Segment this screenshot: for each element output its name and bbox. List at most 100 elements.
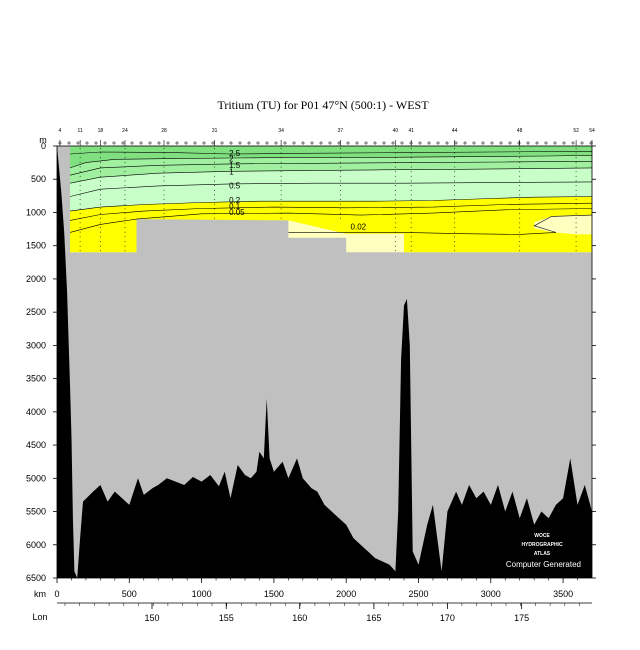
station-sample-dot: [394, 180, 396, 182]
station-sample-dot: [124, 180, 126, 182]
y-tick-label: 1000: [26, 207, 46, 217]
station-sample-dot: [79, 217, 81, 219]
station-sample-dot: [280, 199, 282, 200]
station-sample-dot: [410, 180, 412, 182]
station-sample-dot: [575, 217, 577, 219]
station-sample-dot: [410, 185, 412, 187]
station-sample-dot: [124, 171, 126, 173]
contour-line-0.05: [69, 208, 592, 233]
station-sample-dot: [280, 171, 282, 173]
station-sample-dot: [340, 208, 341, 210]
station-sample-dot: [124, 231, 126, 233]
station-sample-dot: [519, 227, 521, 228]
station-sample-dot: [99, 147, 101, 149]
x-tick-label: 0: [54, 589, 59, 599]
station-label: 41: [408, 128, 414, 134]
station-sample-dot: [394, 241, 396, 242]
station-sample-dot: [394, 208, 396, 210]
contour-label-0.02: 0.02: [351, 223, 367, 232]
station-sample-dot: [163, 152, 165, 154]
y-tick-label: 3000: [26, 340, 46, 350]
station-sample-dot: [394, 157, 396, 159]
station-sample-dot: [280, 180, 282, 182]
station-sample-dot: [340, 171, 341, 173]
station-sample-dot: [410, 217, 412, 219]
station-sample-dot: [454, 152, 456, 154]
station-sample-dot: [519, 208, 521, 210]
y-tick-label: 6500: [26, 573, 46, 583]
station-sample-dot: [519, 171, 521, 173]
station-sample-dot: [79, 245, 81, 247]
station-sample-dot: [163, 185, 165, 187]
station-sample-dot: [519, 250, 521, 252]
station-sample-dot: [340, 203, 341, 205]
station-sample-dot: [394, 203, 396, 205]
station-sample-dot: [454, 213, 456, 214]
station-sample-dot: [99, 185, 101, 187]
watermark-line: WOCE: [534, 533, 550, 539]
station-sample-dot: [519, 236, 521, 238]
station-sample-dot: [79, 208, 81, 210]
y-tick-label: 4000: [26, 407, 46, 417]
station-sample-dot: [99, 213, 101, 214]
station-sample-dot: [575, 161, 577, 163]
station-sample-dot: [519, 180, 521, 182]
station-sample-dot: [124, 245, 126, 247]
station-sample-dot: [454, 208, 456, 210]
station-sample-dot: [214, 152, 216, 154]
station-sample-dot: [124, 236, 126, 238]
station-sample-dot: [280, 152, 282, 154]
station-label: 34: [278, 128, 284, 134]
station-sample-dot: [124, 217, 126, 219]
station-sample-dot: [124, 175, 126, 177]
station-sample-dot: [575, 222, 577, 224]
station-sample-dot: [575, 157, 577, 159]
station-sample-dot: [124, 250, 126, 252]
station-sample-dot: [163, 180, 165, 182]
station-sample-dot: [575, 250, 577, 252]
station-sample-dot: [79, 189, 81, 191]
credit-label: Computer Generated: [506, 560, 581, 569]
station-label: 54: [589, 128, 595, 134]
contour-label-0.05: 0.05: [229, 208, 245, 217]
contour-line-0.5: [69, 181, 592, 197]
station-sample-dot: [410, 194, 412, 196]
station-sample-dot: [340, 217, 341, 219]
station-sample-dot: [410, 147, 412, 149]
station-sample-dot: [99, 175, 101, 177]
station-label: 44: [452, 128, 458, 134]
contour-line-2.5: [69, 151, 592, 155]
station-sample-dot: [99, 231, 101, 233]
watermark-line: HYDROGRAPHIC: [521, 542, 563, 548]
station-sample-dot: [124, 152, 126, 154]
station-label: 48: [517, 128, 523, 134]
station-sample-dot: [454, 166, 456, 168]
station-sample-dot: [163, 199, 165, 200]
station-sample-dot: [394, 175, 396, 177]
station-sample-dot: [124, 189, 126, 191]
station-sample-dot: [340, 185, 341, 187]
x-tick-label: 3000: [481, 589, 501, 599]
station-sample-dot: [214, 199, 216, 200]
station-sample-dot: [410, 236, 412, 238]
station-sample-dot: [575, 166, 577, 168]
station-sample-dot: [454, 250, 456, 252]
station-sample-dot: [163, 171, 165, 173]
station-sample-dot: [410, 157, 412, 159]
station-sample-dot: [340, 180, 341, 182]
station-sample-dot: [79, 147, 81, 149]
station-sample-dot: [410, 231, 412, 233]
station-sample-dot: [280, 208, 282, 210]
station-sample-dot: [79, 231, 81, 233]
contour-label-0.5: 0.5: [229, 182, 241, 191]
station-sample-dot: [519, 152, 521, 154]
contour-line-2: [69, 155, 592, 169]
station-sample-dot: [454, 245, 456, 247]
station-sample-dot: [124, 199, 126, 200]
station-sample-dot: [454, 185, 456, 187]
lon-tick-label: 165: [366, 613, 381, 623]
station-sample-dot: [340, 147, 341, 149]
lon-tick-label: 150: [144, 613, 159, 623]
station-sample-dot: [280, 189, 282, 191]
station-sample-dot: [410, 199, 412, 200]
